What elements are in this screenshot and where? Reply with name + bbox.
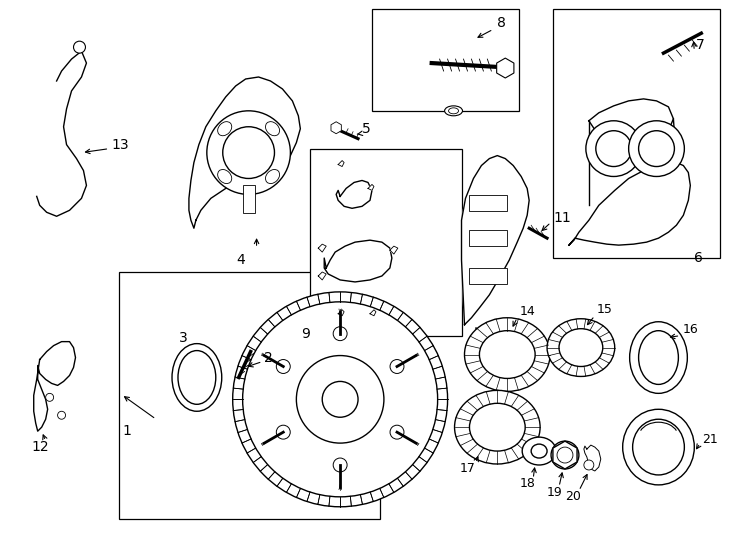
Polygon shape — [569, 160, 691, 245]
Ellipse shape — [639, 330, 678, 384]
Ellipse shape — [465, 318, 550, 392]
Text: 7: 7 — [697, 38, 705, 52]
Circle shape — [586, 121, 642, 177]
Circle shape — [322, 381, 358, 417]
Polygon shape — [189, 77, 300, 228]
Circle shape — [222, 127, 275, 179]
Ellipse shape — [522, 437, 556, 465]
Polygon shape — [34, 342, 76, 431]
Text: 9: 9 — [302, 327, 310, 341]
Polygon shape — [336, 180, 372, 208]
Circle shape — [390, 360, 404, 374]
Ellipse shape — [448, 108, 459, 114]
Ellipse shape — [622, 409, 694, 485]
Ellipse shape — [218, 170, 232, 184]
Polygon shape — [584, 445, 601, 471]
Text: 3: 3 — [179, 330, 188, 345]
Bar — [310, 148, 462, 336]
Ellipse shape — [266, 122, 280, 136]
Ellipse shape — [454, 390, 540, 464]
Text: 17: 17 — [459, 462, 476, 476]
Text: 19: 19 — [547, 487, 563, 500]
Bar — [120, 272, 380, 519]
Circle shape — [628, 121, 684, 177]
Circle shape — [46, 393, 54, 401]
Ellipse shape — [445, 106, 462, 116]
Bar — [553, 9, 720, 258]
Text: 5: 5 — [362, 122, 371, 136]
Bar — [470, 230, 507, 246]
Circle shape — [276, 360, 290, 374]
Text: 8: 8 — [498, 16, 506, 30]
Circle shape — [557, 447, 573, 463]
Circle shape — [639, 131, 675, 166]
Ellipse shape — [172, 343, 222, 411]
Text: 13: 13 — [112, 138, 129, 152]
Text: 10: 10 — [485, 333, 503, 347]
Text: 20: 20 — [565, 490, 581, 503]
Ellipse shape — [266, 170, 280, 184]
Ellipse shape — [218, 122, 232, 136]
Polygon shape — [589, 99, 673, 140]
Circle shape — [233, 292, 448, 507]
Circle shape — [207, 111, 291, 194]
Text: 6: 6 — [694, 251, 703, 265]
Ellipse shape — [178, 350, 216, 404]
Ellipse shape — [531, 444, 547, 458]
Text: 4: 4 — [236, 253, 245, 267]
Text: 1: 1 — [123, 424, 131, 438]
Text: 18: 18 — [519, 477, 535, 490]
Circle shape — [333, 327, 347, 341]
Circle shape — [596, 131, 632, 166]
Polygon shape — [319, 244, 326, 252]
Polygon shape — [319, 272, 326, 280]
Ellipse shape — [547, 319, 614, 376]
Ellipse shape — [630, 322, 687, 393]
Polygon shape — [462, 156, 529, 325]
Text: 14: 14 — [519, 305, 535, 318]
Polygon shape — [368, 185, 374, 191]
Ellipse shape — [633, 419, 684, 475]
Text: 12: 12 — [32, 440, 49, 454]
Ellipse shape — [559, 329, 603, 367]
Circle shape — [333, 458, 347, 472]
Circle shape — [276, 425, 290, 439]
Text: 21: 21 — [702, 433, 718, 446]
Circle shape — [297, 355, 384, 443]
Ellipse shape — [470, 403, 526, 451]
Circle shape — [584, 460, 594, 470]
Bar — [372, 9, 519, 111]
Bar — [470, 268, 507, 284]
Circle shape — [243, 302, 437, 497]
Ellipse shape — [479, 330, 535, 379]
Circle shape — [551, 441, 579, 469]
Polygon shape — [338, 310, 344, 316]
Circle shape — [57, 411, 65, 419]
Circle shape — [390, 425, 404, 439]
Polygon shape — [338, 160, 344, 166]
Polygon shape — [370, 310, 376, 316]
Text: 16: 16 — [683, 323, 698, 336]
Polygon shape — [324, 240, 392, 282]
Text: 11: 11 — [553, 211, 571, 225]
Bar — [243, 185, 255, 213]
Circle shape — [73, 41, 85, 53]
Bar — [470, 195, 507, 211]
Polygon shape — [390, 246, 398, 254]
Text: 2: 2 — [264, 350, 272, 365]
Text: 15: 15 — [597, 303, 613, 316]
